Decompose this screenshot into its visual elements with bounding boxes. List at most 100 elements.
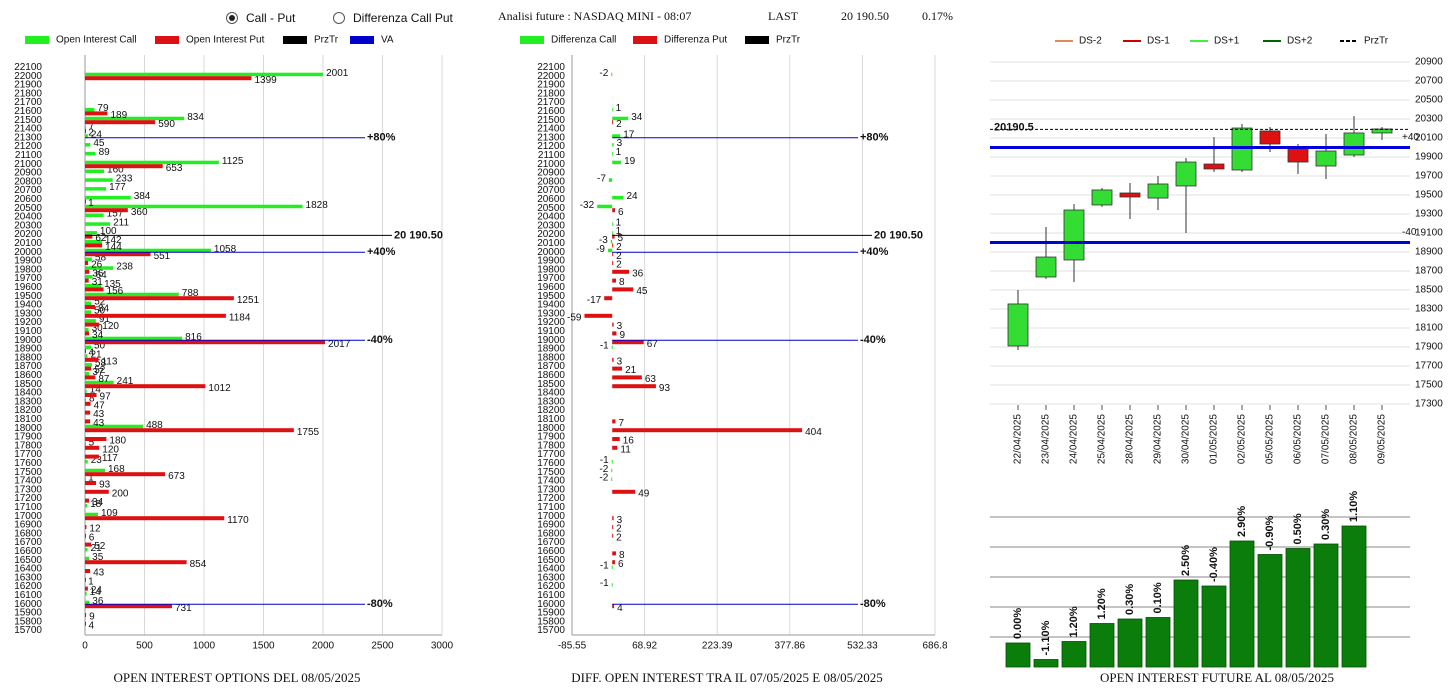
bar	[1257, 554, 1283, 668]
legend-label: DS-1	[1147, 36, 1170, 47]
y-tick-label: 18900	[1415, 247, 1443, 258]
y-tick-label: 20800	[537, 176, 565, 187]
y-tick-label: 21000	[14, 159, 42, 170]
y-tick-label: 17500	[14, 467, 42, 478]
value-label: 34	[631, 112, 643, 123]
value-label: 36	[92, 268, 104, 279]
value-label: 731	[175, 603, 192, 614]
x-tick-label: 3000	[431, 641, 454, 652]
value-label: 9	[619, 330, 625, 341]
y-tick-label: 20900	[14, 168, 42, 179]
bar-label: 1.20%	[1068, 606, 1080, 637]
bar	[85, 613, 87, 617]
bar	[85, 468, 105, 473]
value-label: 2	[616, 532, 622, 543]
y-tick-label: 18400	[537, 388, 565, 399]
value-label: 2	[616, 260, 622, 271]
y-tick-label: 18200	[537, 405, 565, 416]
value-label: 1012	[208, 383, 231, 394]
value-label: 238	[116, 261, 133, 272]
bar	[85, 349, 86, 353]
y-tick-label: 21200	[537, 141, 565, 152]
value-label: -2	[599, 68, 608, 79]
y-tick-label: 18500	[537, 379, 565, 390]
y-tick-label: 20200	[14, 229, 42, 240]
y-tick-label: 16900	[14, 520, 42, 531]
x-tick-label: 08/05/2025	[1349, 414, 1360, 464]
y-tick-label: 19300	[1415, 209, 1443, 220]
bar	[85, 248, 211, 253]
radio-label[interactable]: Call - Put	[246, 11, 296, 25]
value-label: 5	[89, 437, 95, 448]
bar	[85, 437, 107, 441]
y-tick-label: 18200	[14, 405, 42, 416]
y-tick-label: 18100	[1415, 323, 1443, 334]
bar	[85, 560, 187, 565]
legend-label: Differenza Call	[551, 35, 616, 46]
candle-body	[1063, 209, 1085, 261]
legend-swatch	[520, 36, 544, 44]
value-label: 120	[102, 444, 119, 455]
candle-body	[1343, 132, 1365, 156]
y-tick-label: 17200	[537, 493, 565, 504]
value-label: 87	[98, 374, 110, 385]
value-label: 1	[616, 103, 622, 114]
value-label: 8	[619, 277, 625, 288]
y-tick-label: 19500	[14, 291, 42, 302]
value-label: 1251	[237, 295, 260, 306]
bar	[85, 375, 96, 380]
value-label: 1170	[227, 515, 249, 526]
value-label: 36	[632, 268, 644, 279]
bar	[612, 231, 614, 235]
bar	[85, 498, 90, 503]
bar	[597, 204, 613, 209]
value-label: 2001	[326, 68, 349, 79]
value-label: 26	[91, 260, 103, 271]
value-label: 11	[620, 444, 631, 455]
reference-label: 20190.5	[994, 121, 1034, 133]
value-label: 52	[94, 297, 106, 308]
value-label: 52	[94, 365, 106, 376]
y-tick-label: 17600	[14, 458, 42, 469]
value-label: 43	[93, 409, 105, 420]
radio-label[interactable]: Differenza Call Put	[353, 11, 453, 25]
bar	[1117, 618, 1143, 668]
value-label: -1	[600, 561, 609, 572]
legend-label: DS+1	[1214, 36, 1240, 47]
candle-body	[1091, 189, 1113, 206]
y-tick-label: 19100	[14, 326, 42, 337]
bar	[1145, 617, 1171, 668]
value-label: 91	[99, 314, 111, 325]
bar	[85, 445, 100, 450]
x-tick-label: 06/05/2025	[1293, 414, 1304, 464]
bar	[608, 178, 613, 182]
value-label: 62	[95, 233, 107, 244]
radio-button[interactable]	[333, 12, 345, 24]
value-label: 36	[92, 596, 104, 607]
y-tick-label: 16800	[14, 528, 42, 539]
last-label: LAST	[768, 9, 799, 23]
reference-label: +80%	[367, 132, 396, 144]
value-label: -2	[599, 464, 608, 475]
chart-title: DIFF. OPEN INTEREST TRA IL 07/05/2025 E …	[571, 670, 882, 685]
y-tick-label: 17300	[14, 484, 42, 495]
bar	[85, 296, 234, 301]
value-label: 19	[624, 156, 636, 167]
value-label: 47	[94, 400, 106, 411]
bar-label: -1.10%	[1040, 620, 1052, 655]
legend-label: DS-2	[1079, 36, 1102, 47]
value-label: 12	[89, 524, 101, 535]
y-tick-label: 18400	[14, 388, 42, 399]
y-tick-label: 21100	[538, 150, 566, 161]
bar	[85, 134, 88, 138]
y-tick-label: 19100	[537, 326, 565, 337]
y-tick-label: 20500	[14, 203, 42, 214]
bar	[85, 380, 114, 385]
bar	[612, 208, 616, 213]
bar	[85, 410, 91, 415]
x-tick-label: 30/04/2025	[1181, 414, 1192, 464]
value-label: -1	[600, 578, 609, 589]
value-label: 2017	[328, 339, 351, 350]
x-tick-label: 532.33	[847, 641, 878, 652]
bar	[85, 143, 91, 147]
